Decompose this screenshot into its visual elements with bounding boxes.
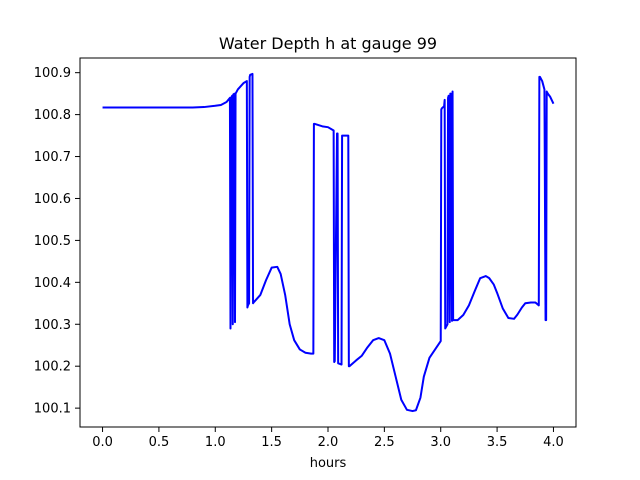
series-layer [102, 72, 555, 413]
x-tick-label: 3.5 [487, 435, 508, 450]
y-axis: 100.1 100.2 100.3 100.4 100.5 100.6 100.7 100.8… [34, 66, 80, 417]
x-tick-label: 1.0 [205, 435, 226, 450]
x-axis: 0.0 0.5 1.0 1.5 2.0 2.5 3.0 3.5 4.0 [92, 427, 564, 450]
y-tick-label: 100.7 [34, 150, 71, 165]
y-tick-label: 100.2 [34, 360, 71, 375]
x-tick-label: 0.5 [149, 435, 170, 450]
y-tick-label: 100.5 [34, 234, 71, 249]
series-line-0 [102, 72, 555, 413]
y-tick-label: 100.4 [34, 276, 71, 291]
y-tick-label: 100.6 [34, 192, 71, 207]
y-tick-label: 100.8 [34, 108, 71, 123]
chart-title: Water Depth h at gauge 99 [219, 34, 437, 53]
y-tick-label: 100.9 [34, 66, 71, 81]
plot-area [79, 57, 577, 428]
x-axis-label: hours [310, 456, 347, 471]
x-tick-label: 2.5 [374, 435, 395, 450]
x-tick-label: 0.0 [92, 435, 113, 450]
plot-background [80, 58, 576, 427]
x-tick-label: 2.0 [318, 435, 339, 450]
x-tick-label: 1.5 [261, 435, 282, 450]
y-tick-label: 100.1 [34, 402, 71, 417]
x-tick-label: 3.0 [430, 435, 451, 450]
x-tick-label: 4.0 [543, 435, 564, 450]
y-tick-label: 100.3 [34, 318, 71, 333]
